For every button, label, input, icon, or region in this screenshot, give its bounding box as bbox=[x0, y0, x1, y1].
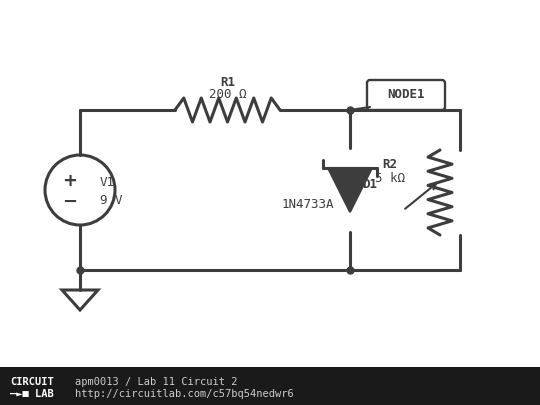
Text: D1: D1 bbox=[362, 179, 377, 192]
Text: 5 kΩ: 5 kΩ bbox=[375, 171, 405, 185]
Text: R2: R2 bbox=[382, 158, 397, 171]
Text: —►■ LAB: —►■ LAB bbox=[10, 389, 54, 399]
Text: R1: R1 bbox=[220, 75, 235, 89]
Text: 9 V: 9 V bbox=[100, 194, 123, 207]
Text: 200 Ω: 200 Ω bbox=[209, 87, 246, 100]
Text: NODE1: NODE1 bbox=[387, 89, 425, 102]
Text: V1: V1 bbox=[100, 175, 115, 188]
Bar bbox=[0, 367, 540, 405]
Text: CIRCUIT: CIRCUIT bbox=[10, 377, 54, 387]
Text: +: + bbox=[63, 172, 78, 190]
Text: 1N4733A: 1N4733A bbox=[282, 198, 334, 211]
Text: http://circuitlab.com/c57bq54nedwr6: http://circuitlab.com/c57bq54nedwr6 bbox=[75, 389, 294, 399]
Text: apm0013 / Lab 11 Circuit 2: apm0013 / Lab 11 Circuit 2 bbox=[75, 377, 238, 387]
Text: −: − bbox=[63, 193, 78, 211]
FancyBboxPatch shape bbox=[367, 80, 445, 110]
Polygon shape bbox=[328, 168, 372, 212]
